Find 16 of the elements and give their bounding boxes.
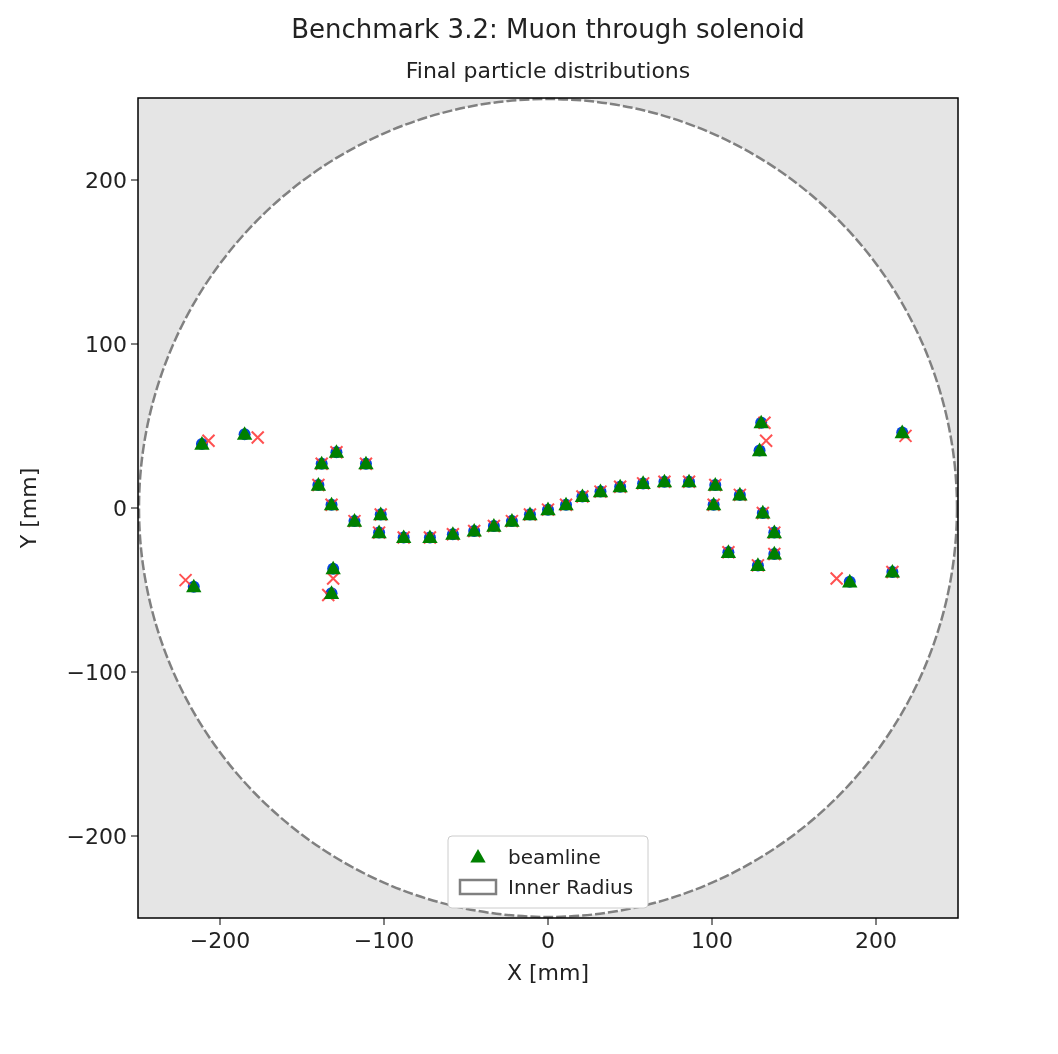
y-tick-label: −100 xyxy=(66,660,127,685)
y-tick-label: 0 xyxy=(113,496,127,521)
y-tick-label: 200 xyxy=(85,168,127,193)
x-axis-title: X [mm] xyxy=(506,960,590,985)
y-tick-label: 100 xyxy=(85,332,127,357)
x-tick-label: −100 xyxy=(353,928,415,953)
x-tick-label: −200 xyxy=(189,928,251,953)
chart-subtitle: Final particle distributions xyxy=(405,58,691,83)
x-tick-label: 200 xyxy=(855,928,897,953)
legend-label: beamline xyxy=(508,845,601,869)
x-tick-label: 100 xyxy=(691,928,733,953)
x-tick-label: 0 xyxy=(541,928,555,953)
annotation: Inner Radius xyxy=(508,875,634,899)
y-tick-label: −200 xyxy=(66,824,127,849)
y-axis-title: Y [mm] xyxy=(16,467,41,550)
chart-title: Benchmark 3.2: Muon through solenoid xyxy=(291,14,805,44)
